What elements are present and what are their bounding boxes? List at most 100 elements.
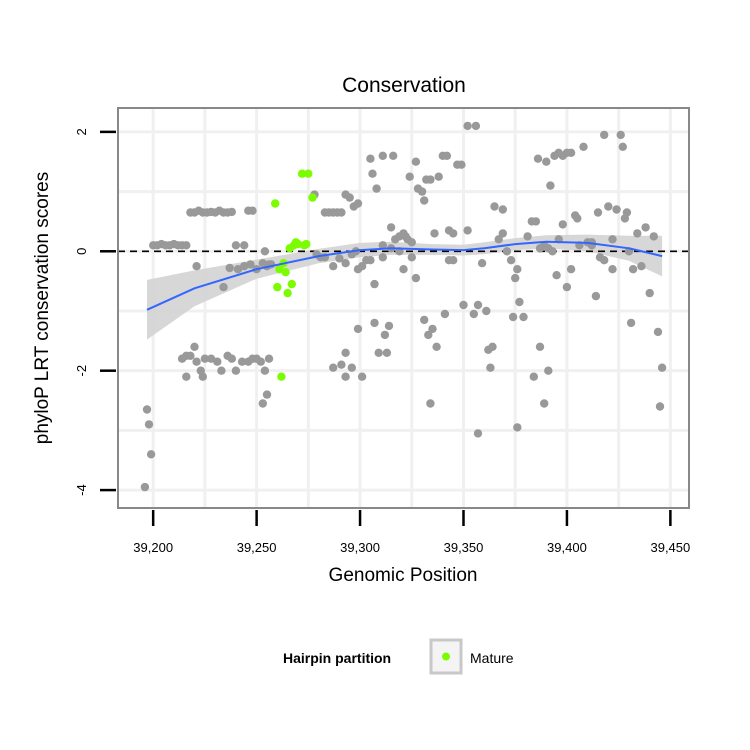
data-point [471, 121, 481, 131]
data-point-mature [302, 239, 311, 249]
data-point [200, 354, 210, 363]
data-point [329, 363, 338, 372]
data-point [542, 157, 551, 166]
data-point-mature [277, 372, 286, 381]
data-point [546, 181, 555, 190]
data-point [645, 288, 654, 298]
data-point [407, 253, 416, 262]
data-point [380, 330, 390, 340]
y-axis-title: phyloP LRT conservation scores [32, 172, 53, 445]
data-point [449, 256, 458, 265]
plot-panel [118, 108, 689, 508]
data-point [486, 363, 495, 372]
data-point [389, 151, 398, 160]
data-point [144, 420, 154, 429]
data-point [182, 372, 191, 381]
data-point [357, 262, 367, 271]
data-point [440, 309, 450, 319]
data-point [593, 208, 603, 217]
data-point [552, 271, 561, 280]
data-point [513, 265, 522, 274]
data-point [420, 196, 429, 205]
data-point [463, 121, 472, 131]
data-point [579, 142, 588, 151]
data-point [513, 423, 522, 432]
data-point [384, 321, 394, 331]
data-point [641, 223, 650, 232]
data-point [374, 348, 383, 357]
data-point [399, 265, 408, 274]
data-point [372, 184, 381, 193]
data-point [653, 327, 663, 337]
data-point [225, 263, 234, 273]
data-point [457, 160, 466, 169]
data-point-mature [304, 169, 313, 178]
data-point-mature [287, 279, 296, 289]
data-point [231, 366, 241, 375]
data-point [477, 259, 487, 268]
data-point [341, 372, 350, 381]
data-point [523, 232, 532, 241]
data-point [337, 360, 346, 369]
data-point [426, 175, 435, 184]
data-point [370, 318, 379, 328]
data-point [529, 372, 538, 381]
data-point-mature [281, 268, 290, 277]
grid [118, 108, 689, 508]
data-point [217, 366, 226, 375]
data-point [473, 300, 483, 310]
data-point [366, 154, 375, 163]
y-tick-label: 0 [74, 248, 89, 255]
data-point [186, 351, 195, 360]
data-point [612, 205, 621, 214]
data-point-mature [297, 169, 307, 178]
data-point [655, 402, 665, 411]
data-point [353, 324, 363, 334]
y-tick-label: 2 [74, 128, 89, 135]
data-point [378, 253, 387, 262]
data-point [540, 399, 549, 408]
data-point [347, 363, 356, 372]
data-point [531, 217, 541, 226]
data-point [368, 169, 377, 178]
data-point [511, 273, 520, 283]
x-tick-label: 39,350 [444, 540, 484, 555]
data-point [533, 154, 543, 163]
data-point [573, 214, 582, 223]
data-point [192, 357, 201, 366]
confidence-band-layer [147, 234, 663, 340]
data-point [264, 354, 274, 363]
data-point [649, 232, 658, 241]
x-tick-label: 39,400 [547, 540, 587, 555]
x-axis: 39,200 39,250 39,300 39,350 39,400 39,450 [133, 510, 690, 555]
data-point-mature [283, 288, 292, 298]
legend-label-mature: Mature [470, 650, 514, 666]
legend: Hairpin partition Mature [283, 638, 514, 675]
data-point [498, 205, 507, 214]
x-tick-label: 39,250 [237, 540, 277, 555]
data-point [237, 357, 247, 366]
data-point [256, 357, 265, 366]
data-point [622, 208, 632, 217]
data-point [213, 357, 222, 366]
data-point [604, 202, 613, 211]
data-point [566, 148, 576, 157]
data-point-mature [271, 199, 280, 208]
data-point [246, 260, 255, 269]
data-point [616, 130, 625, 140]
data-point [424, 330, 433, 340]
data-point [548, 247, 557, 256]
data-point [341, 259, 350, 268]
data-point [420, 315, 429, 325]
data-point-mature [308, 193, 317, 202]
data-point [591, 291, 601, 301]
data-point [449, 229, 458, 238]
data-point [231, 241, 241, 250]
data-point [190, 342, 199, 351]
smooth-trend-line [146, 240, 663, 311]
data-point [473, 429, 483, 438]
data-point [608, 235, 617, 244]
x-tick-label: 39,450 [650, 540, 690, 555]
data-point [600, 130, 609, 140]
